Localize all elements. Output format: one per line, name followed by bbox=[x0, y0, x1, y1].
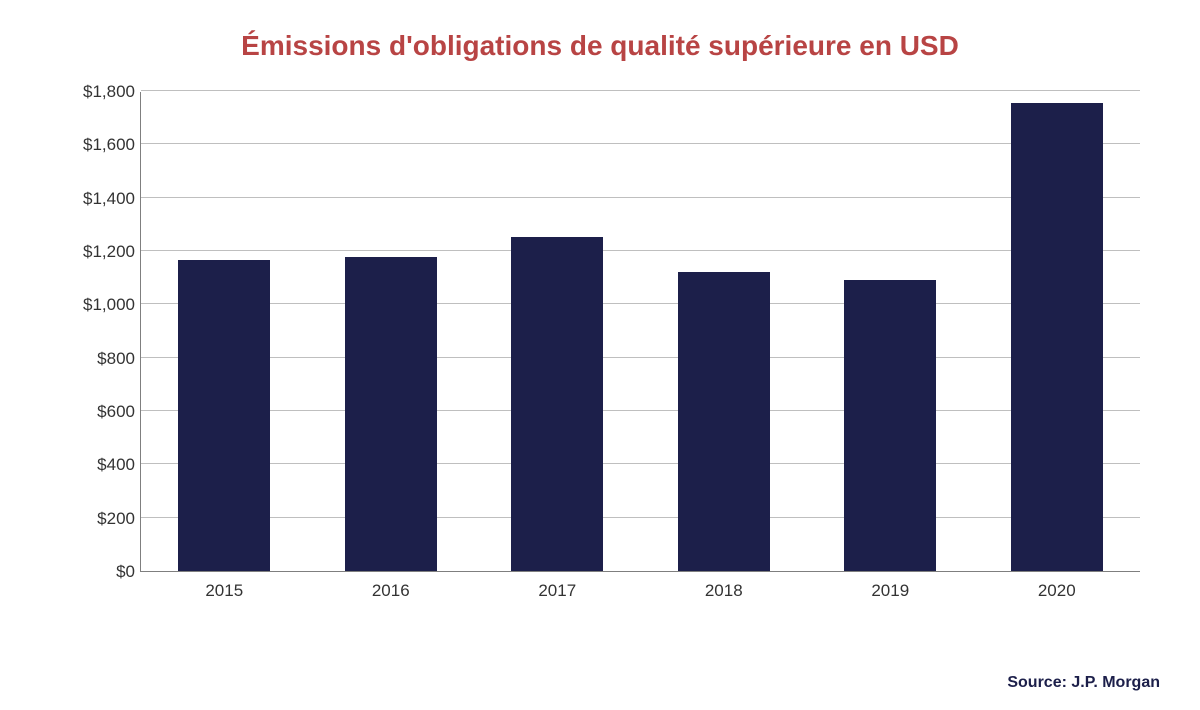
bar-slot: 2020 bbox=[974, 92, 1141, 571]
bar-slot: 2015 bbox=[141, 92, 308, 571]
ytick-label: $1,800 bbox=[55, 82, 135, 102]
chart-container: Émissions d'obligations de qualité supér… bbox=[0, 0, 1200, 710]
ytick-label: $400 bbox=[55, 455, 135, 475]
bar bbox=[178, 260, 270, 571]
xtick-label: 2020 bbox=[974, 581, 1141, 601]
xtick-label: 2018 bbox=[641, 581, 808, 601]
bar-slot: 2019 bbox=[807, 92, 974, 571]
ytick-label: $1,400 bbox=[55, 189, 135, 209]
bar-slot: 2017 bbox=[474, 92, 641, 571]
chart-title: Émissions d'obligations de qualité supér… bbox=[40, 30, 1160, 62]
xtick-label: 2015 bbox=[141, 581, 308, 601]
xtick-label: 2016 bbox=[308, 581, 475, 601]
bar bbox=[678, 272, 770, 571]
ytick-label: $1,600 bbox=[55, 135, 135, 155]
bar-slot: 2018 bbox=[641, 92, 808, 571]
ytick-label: $0 bbox=[55, 562, 135, 582]
source-attribution: Source: J.P. Morgan bbox=[1007, 674, 1160, 692]
gridline bbox=[141, 90, 1140, 91]
ytick-label: $1,000 bbox=[55, 295, 135, 315]
ytick-label: $800 bbox=[55, 349, 135, 369]
ytick-label: $1,200 bbox=[55, 242, 135, 262]
bar bbox=[511, 237, 603, 571]
xtick-label: 2017 bbox=[474, 581, 641, 601]
ytick-label: $600 bbox=[55, 402, 135, 422]
xtick-label: 2019 bbox=[807, 581, 974, 601]
bar bbox=[345, 257, 437, 571]
plot-area: 201520162017201820192020 bbox=[140, 92, 1140, 572]
chart-wrapper: 201520162017201820192020 $0$200$400$600$… bbox=[50, 82, 1150, 622]
bar bbox=[844, 280, 936, 571]
bar bbox=[1011, 103, 1103, 571]
bars-group: 201520162017201820192020 bbox=[141, 92, 1140, 571]
ytick-label: $200 bbox=[55, 509, 135, 529]
bar-slot: 2016 bbox=[308, 92, 475, 571]
